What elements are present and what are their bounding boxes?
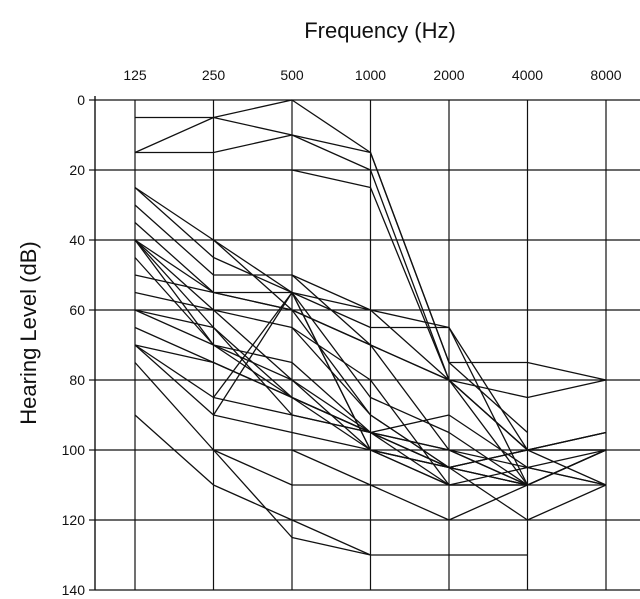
x-tick-label: 4000 bbox=[512, 67, 543, 83]
series-line-3 bbox=[135, 134, 528, 433]
x-tick-label: 8000 bbox=[590, 67, 621, 83]
y-tick-label: 100 bbox=[62, 442, 86, 458]
y-tick-label: 20 bbox=[69, 162, 85, 178]
series-lines bbox=[134, 99, 607, 556]
y-tick-label: 60 bbox=[69, 302, 85, 318]
x-tick-label: 500 bbox=[280, 67, 304, 83]
grid bbox=[94, 96, 640, 591]
series-line-30 bbox=[213, 449, 371, 556]
y-tick-label: 120 bbox=[62, 512, 86, 528]
series-line-23 bbox=[134, 414, 528, 556]
y-axis-title: Hearing Level (dB) bbox=[16, 241, 41, 424]
series-line-26 bbox=[291, 274, 529, 486]
x-tick-label: 250 bbox=[202, 67, 226, 83]
y-tick-label: 140 bbox=[62, 582, 86, 598]
x-tick-label: 2000 bbox=[433, 67, 464, 83]
series-line-2 bbox=[134, 116, 607, 399]
y-tick-label: 80 bbox=[69, 372, 85, 388]
y-tick-labels: 0 20 40 60 80 100 120 140 bbox=[62, 92, 95, 598]
x-tick-label: 125 bbox=[123, 67, 147, 83]
series-line-27 bbox=[212, 291, 528, 486]
x-tick-label: 1000 bbox=[355, 67, 386, 83]
x-axis-title: Frequency (Hz) bbox=[304, 18, 456, 43]
y-tick-label: 0 bbox=[77, 92, 85, 108]
series-line-29 bbox=[213, 239, 450, 469]
x-tick-labels: 125 250 500 1000 2000 4000 8000 bbox=[123, 67, 621, 83]
series-line-14 bbox=[134, 274, 528, 486]
series-line-24 bbox=[213, 449, 528, 521]
y-tick-label: 40 bbox=[69, 232, 85, 248]
